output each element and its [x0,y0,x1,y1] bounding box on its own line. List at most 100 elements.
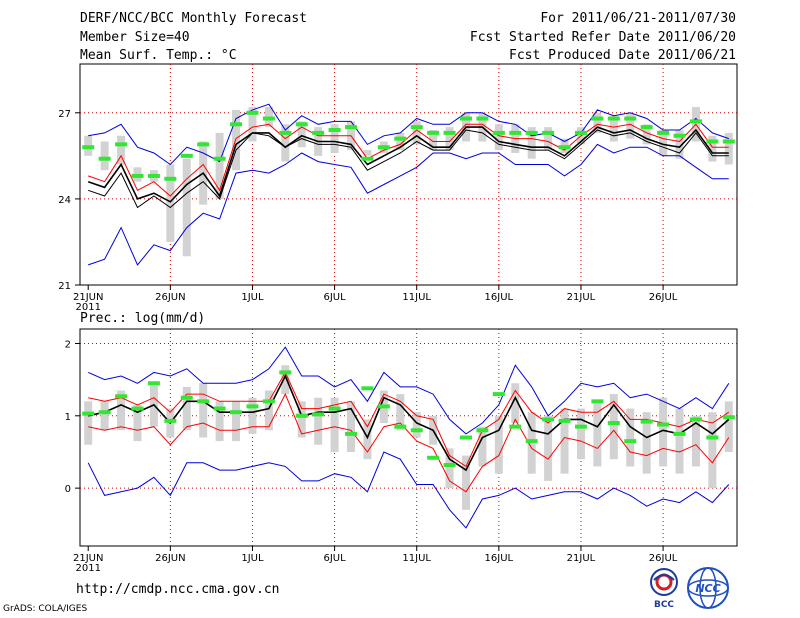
spread-box [166,164,175,242]
spread-box [100,141,109,171]
spread-box [330,124,339,153]
median-marker [542,417,555,422]
median-marker [673,431,686,436]
series-line-p25 [88,123,729,197]
y-tick-label: 24 [58,195,71,206]
median-marker [164,418,177,423]
forecast-produced-date: Fcst Produced Date 2011/06/21 [509,48,736,63]
spread-box [412,412,421,438]
spread-box [100,401,109,431]
median-marker [410,125,423,130]
spread-box [724,401,733,452]
median-marker [607,421,620,426]
spread-box [708,412,717,489]
median-marker [345,431,358,436]
spread-box [445,448,454,489]
median-marker [115,142,128,147]
spread-box [609,115,618,142]
median-marker [377,404,390,409]
spread-box [576,408,585,460]
plot-frame [79,63,738,286]
x-tick-label: 1JUL [241,292,264,303]
spread-box [363,150,372,156]
spread-box [494,415,503,474]
precip-chart-title: Prec.: log(mm/d) [80,311,205,326]
forecast-period: For 2011/06/21-2011/07/30 [540,11,736,26]
spread-box [232,401,241,442]
series-line-max [88,143,729,266]
median-marker [607,116,620,121]
median-marker [476,428,489,433]
median-marker [328,128,341,133]
x-tick-label: 21JUN [73,553,103,564]
x-tick-label: 16JUL [485,553,514,564]
median-marker [246,404,259,409]
y-tick-label: 1 [65,412,71,423]
series-line-p75 [88,103,729,166]
spread-box [281,124,290,162]
series-line-min [88,129,729,209]
y-tick-label: 27 [58,109,71,120]
series-line-min [87,451,730,529]
spread-box [511,383,520,424]
median-marker [147,173,160,178]
variable-label: Mean Surf. Temp.: °C [80,48,237,63]
spread-box [626,112,635,139]
spread-box [544,127,553,151]
y-tick-label: 2 [65,339,71,350]
median-marker [394,136,407,141]
spread-box [297,401,306,438]
median-marker [640,125,653,130]
spread-box [264,390,273,431]
median-marker [180,153,193,158]
x-tick-label: 11JUL [402,292,431,303]
median-marker [706,139,719,144]
x-year-label: 2011 [75,302,100,313]
median-marker [459,435,472,440]
median-marker [657,130,670,135]
spread-box [642,124,651,145]
spread-box [659,397,668,467]
median-marker [525,130,538,135]
bcc-logo-text: BCC [654,600,674,610]
median-marker [213,406,226,411]
x-tick-label: 26JUL [649,553,678,564]
x-tick-label: 21JUN [73,292,103,303]
median-marker [295,122,308,127]
x-tick-label: 6JUL [323,292,346,303]
x-tick-label: 21JUL [567,292,596,303]
x-tick-label: 6JUL [323,553,346,564]
median-marker [689,119,702,124]
median-marker [492,130,505,135]
spread-box [215,401,224,442]
median-marker [180,395,193,400]
forecast-start-date: Fcst Started Refer Date 2011/06/20 [469,30,736,45]
median-marker [525,439,538,444]
spread-box [347,401,356,452]
median-marker [574,130,587,135]
x-tick-label: 26JUN [155,553,185,564]
median-marker [509,424,522,429]
x-tick-label: 1JUL [241,553,264,564]
median-marker [574,424,587,429]
series-line-p10 [88,392,730,493]
grads-credit: GrADS: COLA/IGES [3,604,88,614]
median-marker [657,422,670,427]
spread-box [478,426,487,467]
median-marker [246,110,259,115]
x-tick-label: 11JUL [402,553,431,564]
spread-box [314,397,323,445]
spread-box [248,107,257,142]
median-marker [115,394,128,399]
median-marker [82,411,95,416]
median-marker [279,370,292,375]
x-year-label: 2011 [75,563,100,574]
spread-box [396,132,405,151]
source-url[interactable]: http://cmdp.ncc.cma.gov.cn [76,582,280,597]
spread-box [461,455,470,510]
spread-box [297,121,306,148]
median-marker [722,415,735,420]
plot-frame [79,328,738,547]
median-marker [131,173,144,178]
